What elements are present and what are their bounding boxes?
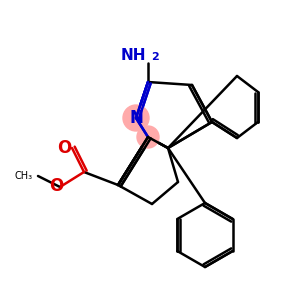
Circle shape [123,105,149,131]
Text: N: N [129,109,143,127]
Circle shape [137,126,159,148]
Text: CH₃: CH₃ [15,171,33,181]
Text: O: O [57,139,71,157]
Text: O: O [49,177,63,195]
Text: 2: 2 [151,52,159,62]
Text: NH: NH [121,47,146,62]
